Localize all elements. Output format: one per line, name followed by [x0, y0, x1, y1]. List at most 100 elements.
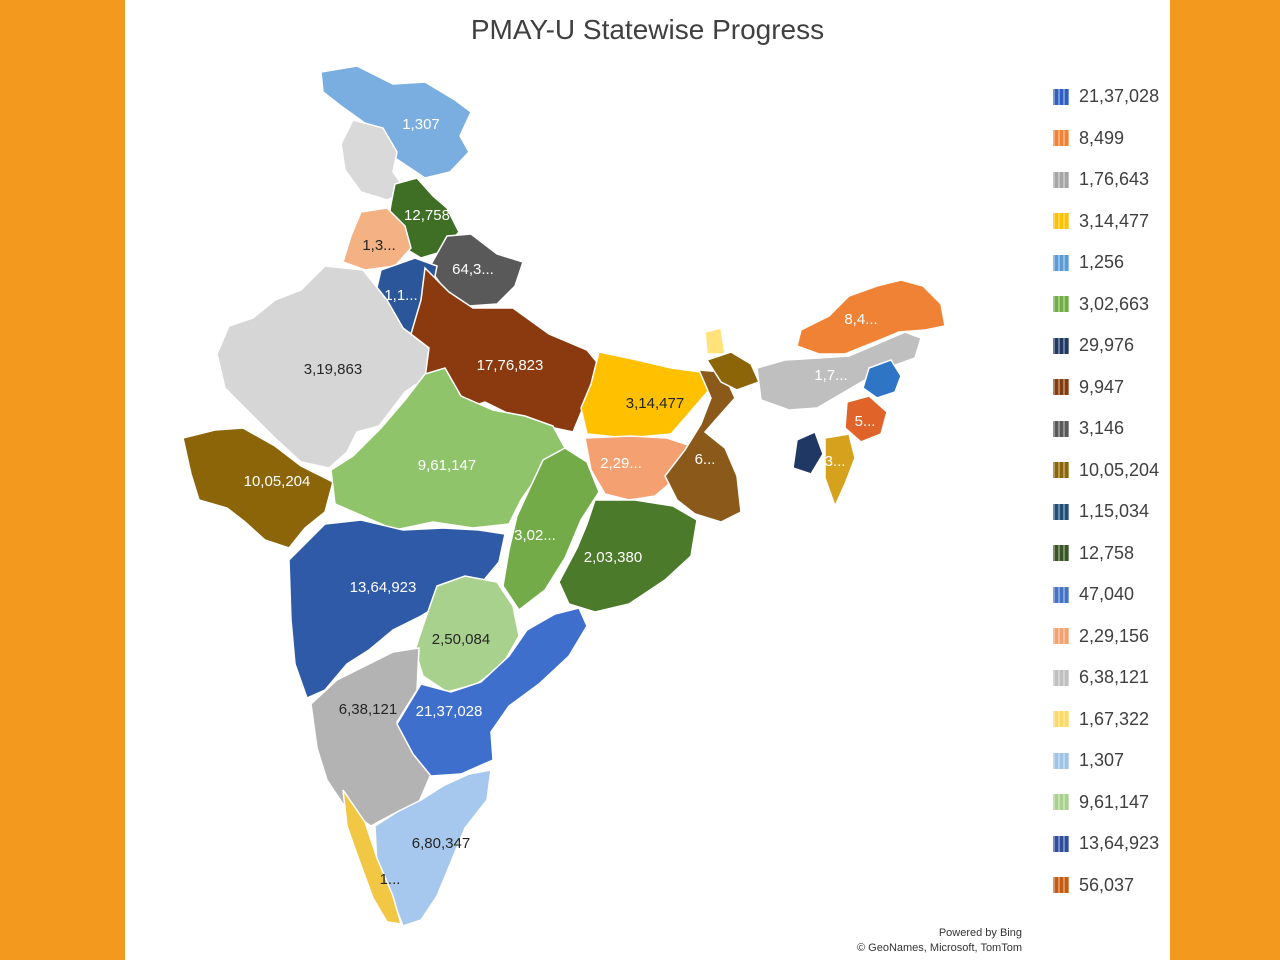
svg-text:1,3...: 1,3... [362, 237, 395, 254]
svg-text:8,4...: 8,4... [844, 311, 877, 328]
legend-item: 13,64,923 [1053, 823, 1168, 865]
legend-swatch [1053, 794, 1069, 811]
svg-text:2,50,084: 2,50,084 [432, 631, 490, 648]
svg-text:12,758: 12,758 [404, 207, 450, 224]
svg-text:6...: 6... [695, 451, 716, 468]
region-chhattisgarh[interactable]: 3,02... [502, 447, 600, 612]
legend-item: 3,14,477 [1053, 201, 1168, 243]
region-assam[interactable]: 1,7... [756, 331, 922, 411]
region-gujarat[interactable]: 10,05,204 [182, 427, 334, 549]
svg-text:10,05,204: 10,05,204 [244, 473, 311, 490]
legend-item: 8,499 [1053, 118, 1168, 160]
legend-swatch [1053, 462, 1069, 479]
legend-item: 1,307 [1053, 740, 1168, 782]
region-rajasthan[interactable]: 3,19,863 [216, 265, 430, 469]
region-madhya-pradesh[interactable]: 9,61,147 [330, 367, 566, 531]
legend-item: 9,61,147 [1053, 782, 1168, 824]
legend-swatch [1053, 171, 1069, 188]
legend-swatch [1053, 254, 1069, 271]
legend-swatch [1053, 835, 1069, 852]
legend-label: 3,02,663 [1079, 293, 1150, 314]
svg-text:6,38,121: 6,38,121 [339, 701, 397, 718]
legend-item: 6,38,121 [1053, 657, 1168, 699]
legend-label: 3,146 [1079, 418, 1125, 439]
region-punjab[interactable]: 1,3... [342, 207, 412, 271]
map-legend: 21,37,028 8,499 1,76,643 3,14,477 1,256 3,02,… [1053, 76, 1168, 906]
legend-label: 13,64,923 [1079, 833, 1160, 854]
legend-swatch [1053, 669, 1069, 686]
region-nagaland[interactable] [862, 359, 902, 399]
legend-swatch [1053, 213, 1069, 230]
region-jammu-kashmir[interactable]: 1,307 [320, 65, 472, 179]
legend-label: 56,037 [1079, 874, 1135, 895]
legend-item: 3,146 [1053, 408, 1168, 450]
legend-label: 6,38,121 [1079, 667, 1150, 688]
legend-label: 1,67,322 [1079, 708, 1150, 729]
region-tripura[interactable] [792, 430, 824, 475]
svg-text:2,03,380: 2,03,380 [584, 549, 642, 566]
attribution-copyright: © GeoNames, Microsoft, TomTom [857, 942, 1022, 954]
legend-swatch [1053, 503, 1069, 520]
svg-text:1,1...: 1,1... [384, 287, 417, 304]
region-mizoram[interactable]: 3... [824, 433, 856, 508]
legend-label: 2,29,156 [1079, 625, 1150, 646]
region-sikkim[interactable] [704, 327, 726, 355]
legend-label: 8,499 [1079, 127, 1125, 148]
svg-text:21,37,028: 21,37,028 [416, 703, 483, 720]
region-west-bengal[interactable]: 6... [664, 369, 742, 523]
legend-item: 9,947 [1053, 367, 1168, 409]
legend-item: 1,256 [1053, 242, 1168, 284]
legend-swatch [1053, 628, 1069, 645]
legend-swatch [1053, 711, 1069, 728]
legend-swatch [1053, 296, 1069, 313]
legend-label: 9,61,147 [1079, 791, 1150, 812]
legend-swatch [1053, 420, 1069, 437]
legend-item: 1,76,643 [1053, 159, 1168, 201]
svg-text:3,19,863: 3,19,863 [304, 361, 362, 378]
region-bihar[interactable]: 3,14,477 [580, 351, 710, 439]
region-kerala[interactable]: 1... [342, 789, 403, 925]
region-jharkhand[interactable]: 2,29... [584, 435, 692, 501]
svg-text:1...: 1... [380, 871, 401, 888]
svg-text:3...: 3... [825, 453, 846, 470]
legend-swatch [1053, 337, 1069, 354]
legend-item: 10,05,204 [1053, 450, 1168, 492]
attribution-powered-by: Powered by Bing [938, 927, 1022, 939]
legend-item: 56,037 [1053, 865, 1168, 907]
svg-text:1,7...: 1,7... [814, 367, 847, 384]
india-map[interactable]: 1,307 12,758 1,3... 64,3... 1,1... 17,76… [125, 0, 1170, 960]
svg-text:17,76,823: 17,76,823 [477, 357, 544, 374]
legend-item: 29,976 [1053, 325, 1168, 367]
region-uttarakhand[interactable]: 64,3... [428, 233, 524, 307]
legend-swatch [1053, 545, 1069, 562]
region-andhra-pradesh[interactable]: 21,37,028 [396, 607, 588, 777]
svg-text:2,29...: 2,29... [600, 455, 642, 472]
legend-label: 12,758 [1079, 542, 1135, 563]
svg-text:1,307: 1,307 [402, 116, 440, 133]
map-title: PMAY-U Statewise Progress [470, 14, 825, 45]
region-tamil-nadu[interactable]: 6,80,347 [374, 769, 492, 927]
svg-text:6,80,347: 6,80,347 [412, 835, 470, 852]
legend-label: 29,976 [1079, 335, 1135, 356]
legend-item: 3,02,663 [1053, 284, 1168, 326]
legend-label: 1,15,034 [1079, 501, 1150, 522]
map-attribution: Powered by Bing © GeoNames, Microsoft, T… [815, 926, 1022, 956]
legend-label: 21,37,028 [1079, 86, 1160, 107]
svg-text:64,3...: 64,3... [452, 261, 494, 278]
legend-label: 1,307 [1079, 750, 1125, 771]
region-odisha[interactable]: 2,03,380 [558, 499, 698, 613]
legend-swatch [1053, 88, 1069, 105]
region-arunachal-pradesh[interactable]: 8,4... [796, 279, 946, 355]
svg-text:3,02...: 3,02... [514, 527, 556, 544]
region-manipur[interactable]: 5... [844, 395, 888, 443]
legend-swatch [1053, 877, 1069, 894]
legend-swatch [1053, 130, 1069, 147]
slide-canvas: PMAY-U Statewise Progress 1,307 12,758 1… [125, 0, 1170, 960]
svg-text:3,14,477: 3,14,477 [626, 395, 684, 412]
legend-label: 3,14,477 [1079, 210, 1150, 231]
legend-swatch [1053, 752, 1069, 769]
svg-text:9,61,147: 9,61,147 [418, 457, 476, 474]
legend-item: 47,040 [1053, 574, 1168, 616]
legend-item: 12,758 [1053, 533, 1168, 575]
legend-item: 1,15,034 [1053, 491, 1168, 533]
